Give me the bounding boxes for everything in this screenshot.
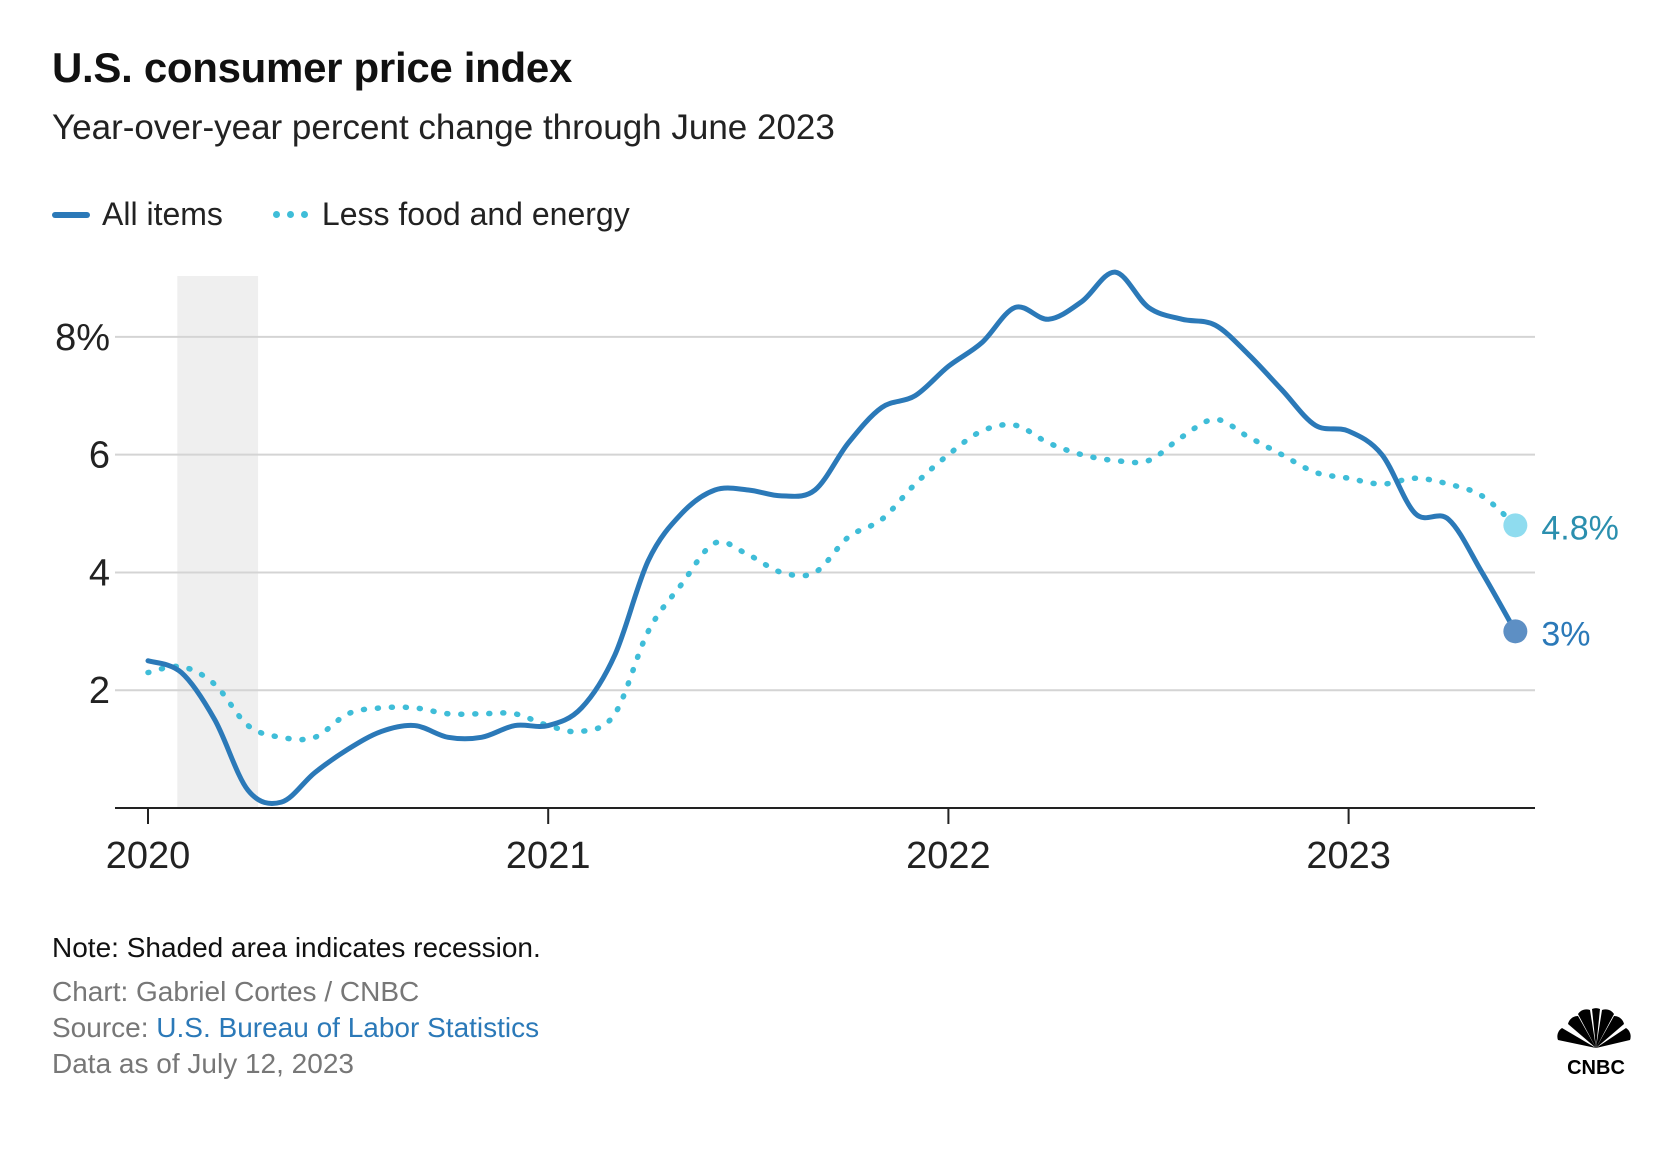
legend-label-all-items: All items	[102, 196, 223, 232]
x-tick-label: 2023	[1306, 835, 1391, 877]
data-as-of: Data as of July 12, 2023	[52, 1048, 354, 1079]
source-prefix: Source:	[52, 1012, 157, 1043]
legend-swatch-dotted	[272, 211, 308, 218]
footnote: Note: Shaded area indicates recession.	[52, 932, 541, 963]
line-chart: 2 4 6 8% 2020 2021 2022 2023 4.8% 3%	[55, 269, 1619, 877]
cnbc-logo: CNBC	[1557, 1008, 1631, 1078]
series-line-all-items	[145, 269, 1518, 806]
legend-swatch-solid	[52, 211, 90, 218]
y-tick-label: 4	[89, 552, 110, 594]
chart-credit: Chart: Gabriel Cortes / CNBC	[52, 976, 420, 1007]
end-marker-core	[1503, 513, 1528, 538]
legend-item-core: Less food and energy	[272, 196, 630, 233]
chart-subtitle: Year-over-year percent change through Ju…	[52, 108, 835, 147]
y-tick-label: 8%	[55, 317, 110, 359]
legend: All items Less food and energy	[52, 196, 680, 233]
x-tick-label: 2021	[506, 835, 591, 877]
end-label-all-items: 3%	[1541, 615, 1590, 653]
recession-shading	[177, 276, 259, 808]
legend-label-core: Less food and energy	[321, 196, 630, 232]
series-line-core	[145, 416, 1519, 743]
source-link[interactable]: U.S. Bureau of Labor Statistics	[156, 1012, 540, 1043]
end-label-core: 4.8%	[1541, 509, 1619, 547]
legend-item-all-items: All items	[52, 196, 223, 233]
cnbc-logo-text: CNBC	[1567, 1057, 1625, 1078]
y-tick-label: 6	[89, 435, 110, 477]
chart-title: U.S. consumer price index	[52, 44, 573, 91]
x-tick-label: 2020	[106, 835, 191, 877]
source-line: Source: U.S. Bureau of Labor Statistics	[52, 1012, 539, 1044]
y-tick-label: 2	[89, 670, 110, 712]
x-tick-label: 2022	[906, 835, 991, 877]
end-marker-all-items	[1503, 619, 1528, 644]
